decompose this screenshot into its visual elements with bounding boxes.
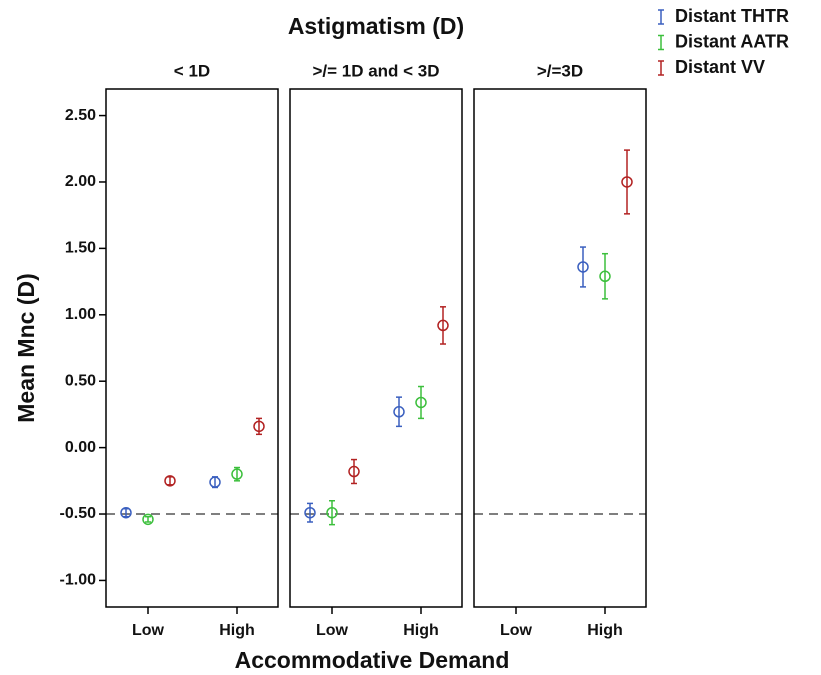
y-tick-label: 2.50: [65, 107, 96, 124]
panel-frame: [289, 88, 463, 608]
x-axis-label: Accommodative Demand: [235, 647, 510, 673]
x-tick-label: High: [587, 622, 623, 639]
x-tick-label: High: [219, 622, 255, 639]
error-bar: [351, 458, 357, 485]
y-tick-label: 1.50: [65, 240, 96, 257]
error-bar: [145, 515, 151, 523]
point: [621, 176, 633, 188]
point: [231, 468, 243, 480]
error-bar: [329, 499, 335, 526]
x-tick-label: Low: [500, 622, 533, 639]
x-tick-label: High: [403, 622, 439, 639]
y-tick-label: -0.50: [60, 505, 97, 522]
y-tick-label: 0.50: [65, 372, 96, 389]
point: [415, 396, 427, 409]
point: [393, 406, 405, 418]
point: [209, 476, 221, 488]
point: [599, 270, 611, 283]
panel-title: < 1D: [174, 61, 210, 80]
error-bar: [418, 385, 424, 420]
point: [142, 513, 154, 526]
legend-label: Distant VV: [675, 57, 765, 77]
point: [304, 506, 316, 519]
error-bar: [602, 252, 608, 300]
y-tick-label: 2.00: [65, 173, 96, 190]
error-bar: [580, 246, 586, 288]
point: [577, 261, 589, 273]
panel-title: >/=3D: [537, 61, 583, 80]
panel-title: >/= 1D and < 3D: [312, 61, 439, 80]
legend-icon: [658, 34, 664, 51]
error-bar: [123, 507, 129, 518]
y-tick-label: 0.00: [65, 439, 96, 456]
point: [348, 465, 360, 478]
point: [326, 506, 338, 519]
point: [120, 506, 132, 519]
x-tick-label: Low: [132, 622, 165, 639]
legend-icon: [658, 60, 664, 76]
point: [253, 420, 265, 433]
legend-label: Distant THTR: [675, 6, 789, 26]
legend-label: Distant AATR: [675, 31, 789, 51]
point: [164, 475, 176, 487]
error-bar: [307, 502, 313, 523]
panel-frame: [473, 88, 647, 608]
error-bar: [624, 149, 630, 215]
y-tick-label: -1.00: [60, 572, 97, 589]
error-bar: [440, 306, 446, 345]
point: [437, 319, 449, 332]
y-axis-label: Mean Mnc (D): [13, 273, 39, 423]
y-tick-label: 1.00: [65, 306, 96, 323]
error-bar: [396, 396, 402, 428]
panel-frame: [105, 88, 279, 608]
error-bar: [167, 476, 173, 486]
x-tick-label: Low: [316, 622, 349, 639]
legend-icon: [658, 9, 664, 25]
chart-title: Astigmatism (D): [288, 13, 464, 39]
